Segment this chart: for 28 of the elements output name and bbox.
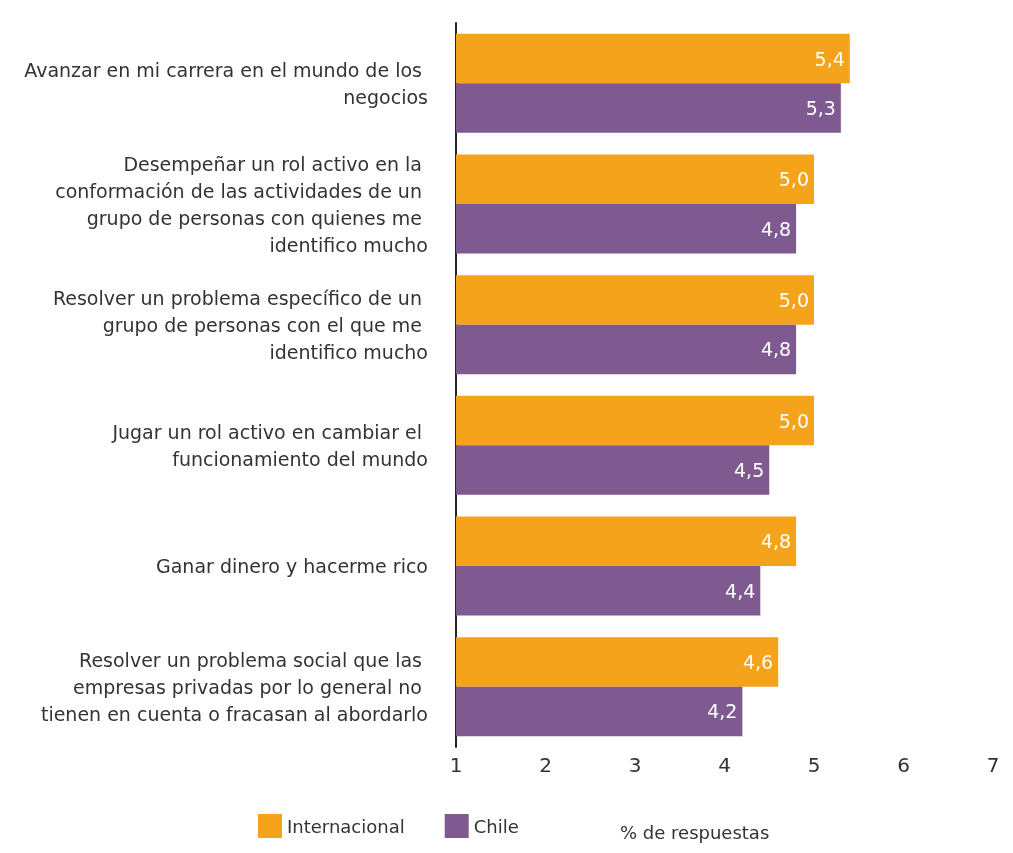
x-tick-label: 7: [986, 753, 1000, 777]
x-axis-title: % de respuestas: [620, 821, 770, 843]
data-label: 4,4: [725, 579, 756, 602]
x-tick-label: 4: [718, 753, 731, 777]
data-label: 5,3: [805, 97, 836, 120]
x-tick-label: 6: [897, 753, 910, 777]
y-tick-label: Desempeñar un rol activo en la conformación de las actividades de un grupo de personas con quienes me identifico mucho: [55, 152, 428, 256]
data-label: 5,0: [778, 409, 809, 432]
data-label: 4,8: [760, 530, 792, 553]
data-label: 5,0: [778, 288, 809, 311]
y-tick-label: Ganar dinero y hacerme rico: [155, 555, 428, 577]
data-label: 4,2: [707, 700, 738, 723]
data-label: 4,5: [734, 459, 765, 482]
data-label: 4,6: [742, 650, 774, 673]
data-label: 4,8: [760, 217, 792, 240]
data-label: 5,4: [814, 47, 845, 70]
x-tick-label: 5: [807, 753, 821, 777]
legend-label: Chile: [473, 815, 519, 837]
legend-label: Internacional: [287, 815, 405, 837]
x-tick-label: 3: [628, 753, 642, 777]
data-label: 4,8: [760, 338, 792, 361]
data-label: 5,0: [778, 168, 809, 191]
x-tick-label: 1: [449, 753, 463, 777]
y-tick-label: Jugar un rol activo en cambiar el funcionamiento del mundo: [111, 420, 428, 470]
x-tick-label: 2: [539, 753, 552, 777]
y-tick-label: Resolver un problema social que las empresas privadas por lo general no tienen en cuenta o fracasan al abordarlo: [40, 648, 428, 725]
y-tick-label: Avanzar en mi carrera en el mundo de los negocios: [24, 58, 428, 108]
y-tick-label: Resolver un problema específico de un grupo de personas con el que me identifico mucho: [52, 286, 428, 363]
